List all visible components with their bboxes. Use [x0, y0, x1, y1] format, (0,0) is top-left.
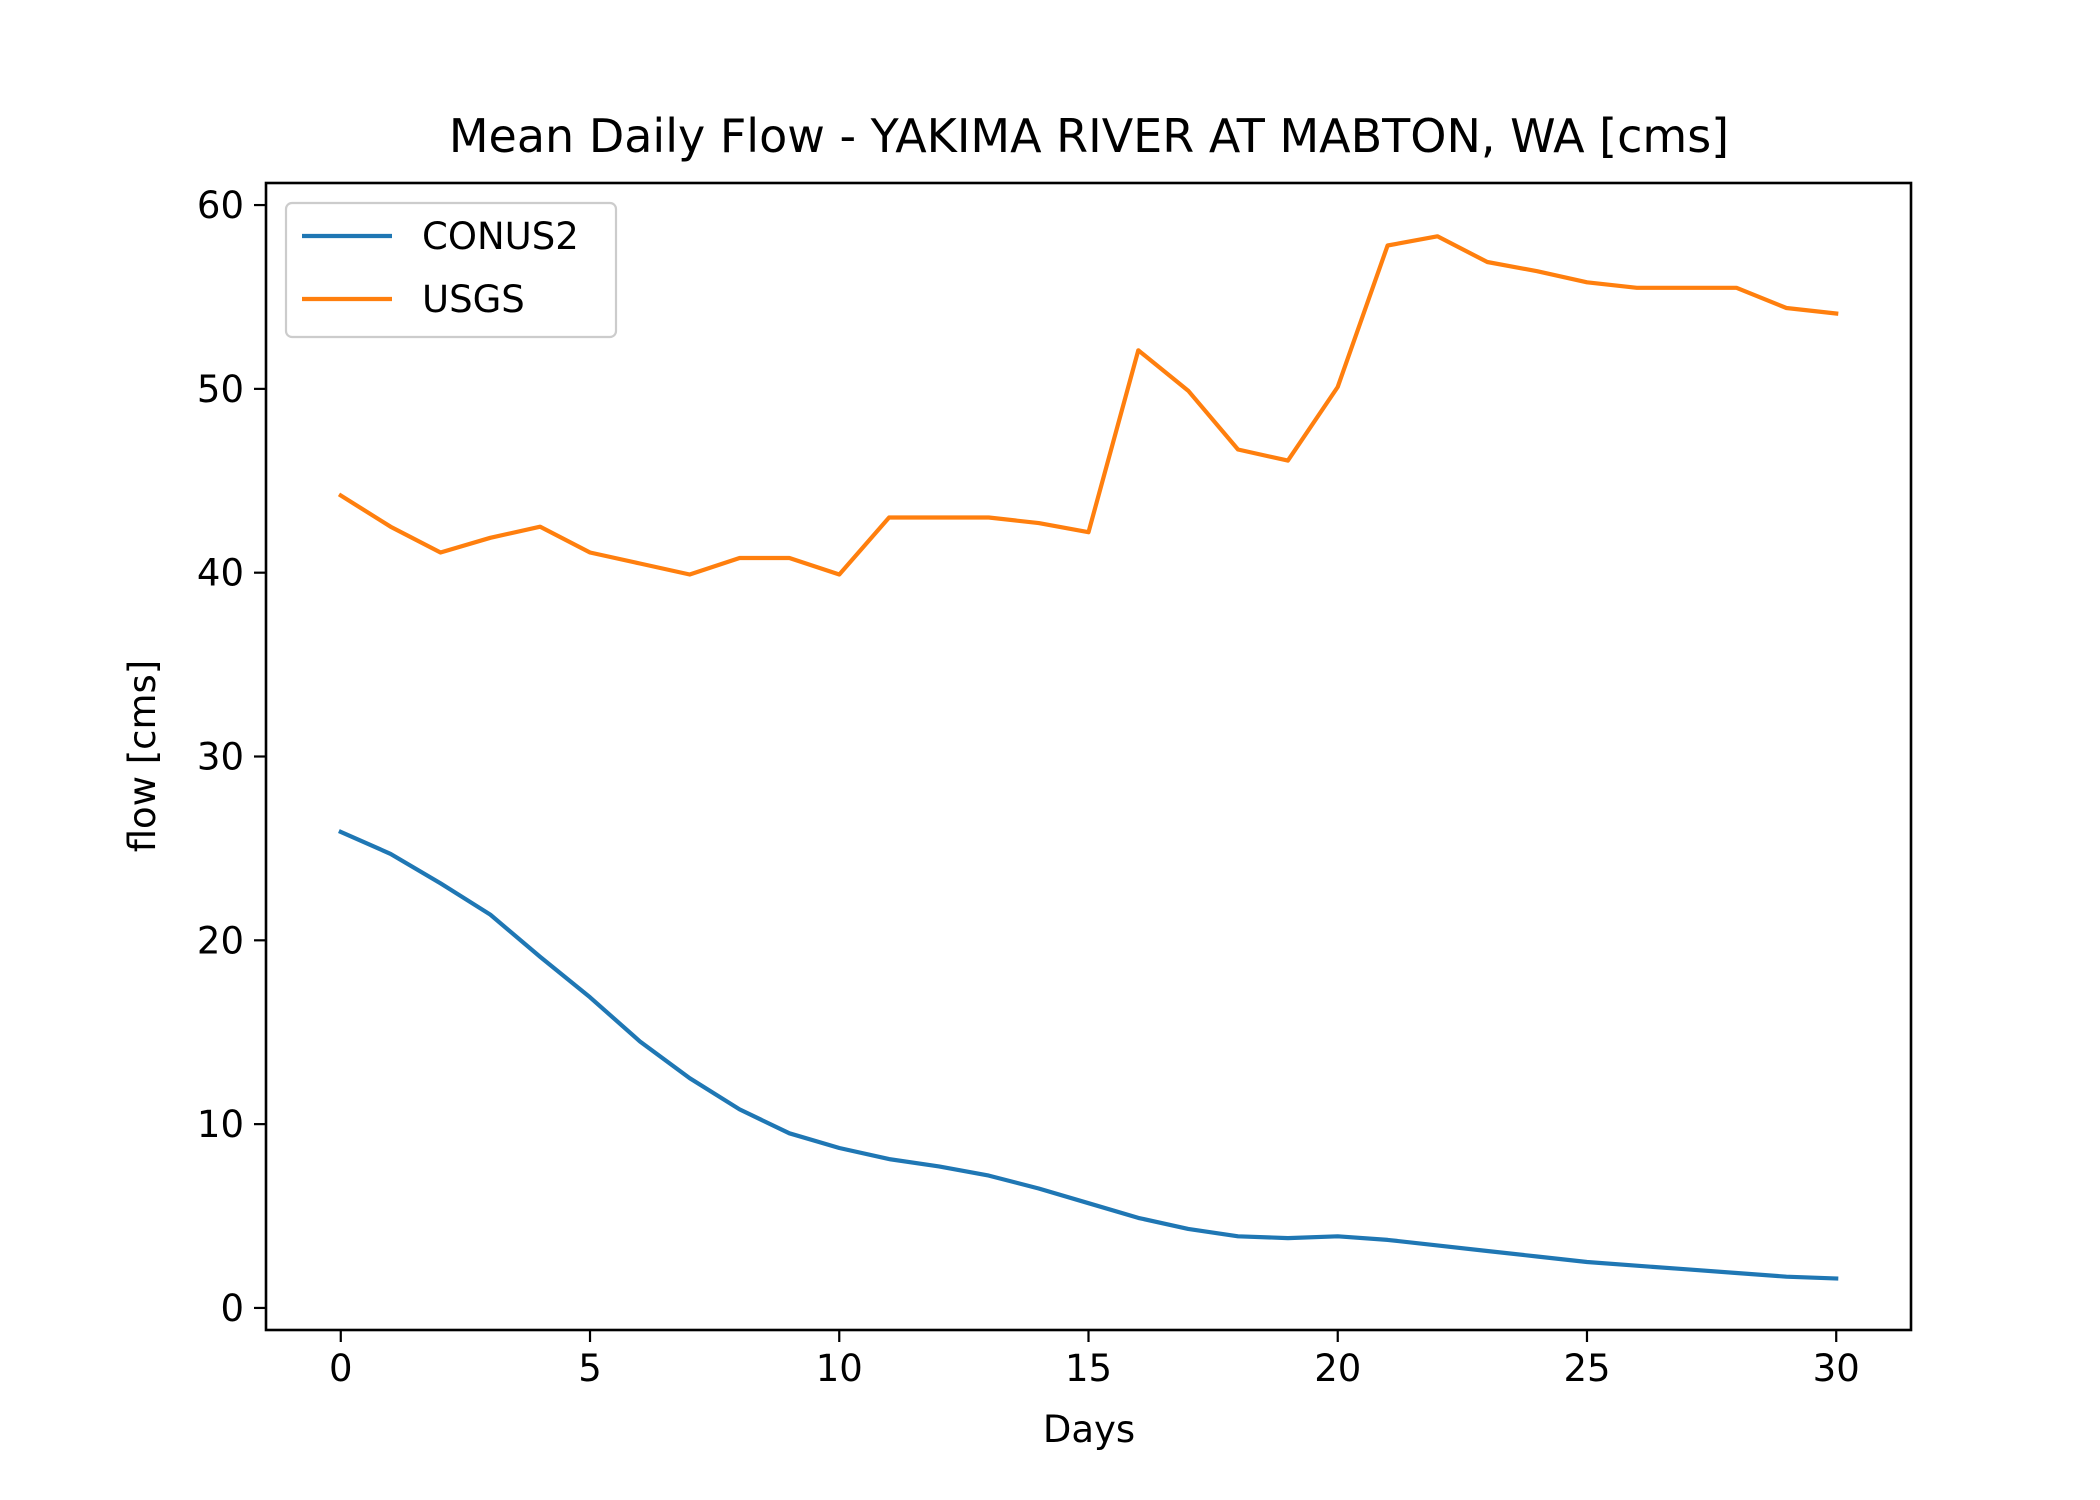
- legend-label: USGS: [422, 278, 525, 321]
- plot-area: [337, 234, 1839, 1281]
- x-tick-label: 15: [1065, 1347, 1112, 1390]
- axis-ticks: 0 5 10 15 20 25 30 0 10 20 30 40 50 60: [197, 184, 1860, 1390]
- x-tick-label: 25: [1563, 1347, 1610, 1390]
- y-tick-label: 50: [197, 368, 244, 411]
- legend-label: CONUS2: [422, 215, 579, 258]
- x-tick-label: 5: [578, 1347, 602, 1390]
- legend: CONUS2 USGS: [284, 201, 618, 339]
- y-tick-label: 30: [197, 736, 244, 779]
- series-line-usgs: [337, 234, 1839, 577]
- x-axis-label: Days: [1043, 1408, 1135, 1451]
- plot-frame: [264, 181, 1913, 1332]
- series-line-conus2: [338, 829, 1839, 1281]
- y-axis-label: flow [cms]: [121, 660, 164, 853]
- y-tick-label: 20: [197, 919, 244, 962]
- x-tick-label: 20: [1314, 1347, 1361, 1390]
- y-tick-label: 10: [197, 1103, 244, 1146]
- x-tick-label: 30: [1813, 1347, 1860, 1390]
- y-tick-label: 40: [197, 552, 244, 595]
- x-tick-label: 10: [816, 1347, 863, 1390]
- x-tick-label: 0: [329, 1347, 353, 1390]
- y-tick-label: 60: [197, 184, 244, 227]
- y-tick-label: 0: [220, 1287, 244, 1330]
- chart-title: Mean Daily Flow - YAKIMA RIVER AT MABTON…: [449, 109, 1729, 163]
